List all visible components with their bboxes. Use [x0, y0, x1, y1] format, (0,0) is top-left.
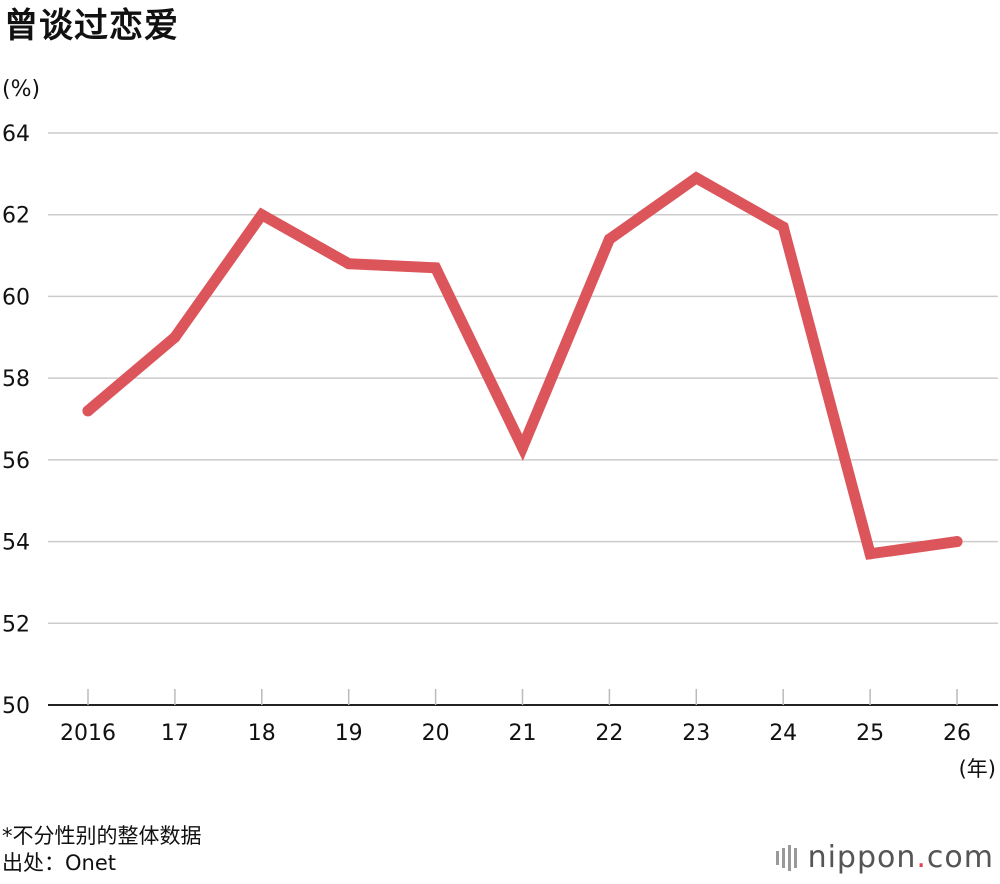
x-tick-label: 17	[161, 721, 189, 746]
grid-lines	[48, 132, 998, 706]
data-point	[951, 536, 963, 548]
y-tick-labels: 50 52 54 56 58 60 62 64	[2, 122, 30, 719]
x-tick-label: 22	[595, 721, 623, 746]
x-tick-label: 24	[769, 721, 797, 746]
y-tick-label: 50	[2, 694, 30, 719]
data-point	[256, 209, 268, 221]
y-tick-label: 58	[2, 367, 30, 392]
x-tick-label: 2016	[60, 721, 116, 746]
x-tick-label: 21	[509, 721, 537, 746]
logo-bars-icon	[775, 844, 800, 871]
footnote-scope: *不分性别的整体数据	[2, 824, 202, 848]
x-tick-label: 19	[335, 721, 363, 746]
data-point	[603, 233, 615, 245]
x-tick-marks	[87, 689, 958, 705]
logo-dot: .	[916, 840, 927, 875]
footnote-source: 出处：Onet	[2, 851, 116, 875]
x-tick-labels: 2016 17 18 19 20 21 22 23 24 25 26	[60, 721, 971, 746]
x-tick-label: 23	[682, 721, 710, 746]
x-tick-label: 26	[943, 721, 971, 746]
series-line	[82, 171, 963, 560]
y-tick-label: 56	[2, 449, 30, 474]
logo-suffix: com	[926, 840, 994, 875]
data-point	[690, 172, 702, 184]
chart-title: 曾谈过恋爱	[4, 6, 179, 46]
nippon-logo: nippon. com	[775, 840, 994, 875]
y-axis-unit-label: (%)	[2, 77, 41, 102]
y-tick-label: 64	[2, 122, 30, 147]
x-tick-label: 25	[856, 721, 884, 746]
x-tick-label: 18	[248, 721, 276, 746]
data-point	[82, 405, 94, 417]
logo-name: nippon	[807, 840, 917, 875]
x-tick-label: 20	[422, 721, 450, 746]
data-point	[777, 221, 789, 233]
x-axis-unit-label: (年)	[959, 757, 996, 781]
y-tick-label: 62	[2, 204, 30, 229]
y-tick-label: 60	[2, 285, 30, 310]
y-tick-label: 52	[2, 612, 30, 637]
data-point	[864, 548, 876, 560]
y-tick-label: 54	[2, 531, 30, 556]
data-point	[430, 262, 442, 274]
data-point	[169, 331, 181, 343]
data-point	[343, 258, 355, 270]
data-point	[517, 442, 528, 454]
data-points	[82, 172, 963, 560]
